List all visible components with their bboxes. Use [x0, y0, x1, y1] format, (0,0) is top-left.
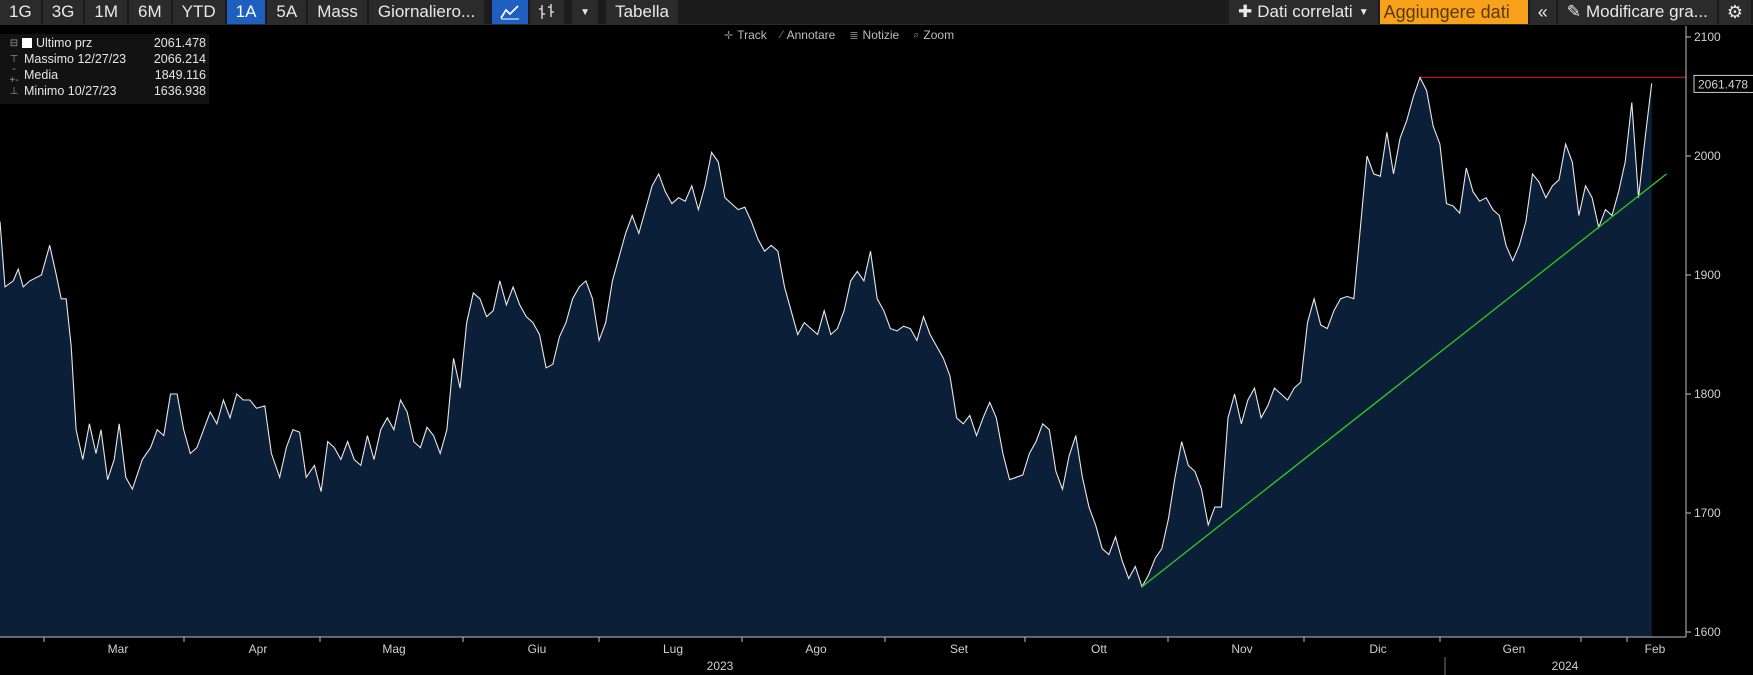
range-ytd-button[interactable]: YTD [172, 0, 225, 24]
legend-last-label: Ultimo prz [36, 36, 93, 50]
news-tool[interactable]: ≣ Notizie [849, 26, 899, 44]
news-icon: ≣ [849, 29, 859, 42]
chart-toolbar: 1G 3G 1M 6M YTD 1A 5A Mass Giornaliero..… [0, 0, 1753, 25]
trend-line[interactable] [1141, 173, 1667, 588]
add-data-button[interactable]: Aggiungere dati [1379, 0, 1528, 24]
last-price-badge-box [1693, 74, 1753, 93]
x-axis-month-label: Ago [805, 642, 827, 656]
y-axis-tick-label: 2000 [1694, 149, 1721, 163]
legend-low-label: Minimo 10/27/23 [24, 84, 117, 98]
range-3g-button[interactable]: 3G [42, 0, 84, 24]
chart-type-dropdown[interactable]: ▼ [572, 0, 599, 24]
y-axis-tick-label: 1800 [1694, 387, 1721, 401]
chart-legend: ⊟ Ultimo prz 2061.478 ⊤ Massimo 12/27/23… [0, 34, 209, 104]
legend-high-value: 2066.214 [153, 52, 206, 66]
chart-subtoolbar: ✛ Track ⁄ Annotare ≣ Notizie ⌕ Zoom [724, 26, 954, 44]
annotate-label: Annotare [786, 28, 836, 42]
low-marker-icon: ⊥ [9, 85, 19, 97]
high-marker-icon: ⊤ [9, 53, 19, 65]
line-draw-icon: ⁄ [780, 29, 783, 41]
x-axis-month-label: Apr [249, 642, 268, 656]
chevron-down-icon: ▼ [1358, 6, 1369, 18]
price-series-line [0, 76, 1653, 589]
related-data-dropdown[interactable]: ✚ Dati correlati ▼ [1229, 0, 1378, 24]
range-1m-button[interactable]: 1M [85, 0, 127, 24]
x-axis-month-label: Giu [528, 642, 547, 656]
x-axis-year-label: 2024 [1552, 659, 1579, 673]
average-marker-icon: -+- [9, 64, 19, 86]
x-axis-month-label: Dic [1369, 642, 1386, 656]
edit-chart-button[interactable]: ✎ Modificare gra... [1557, 0, 1717, 24]
x-axis-year-label: 2023 [707, 659, 734, 673]
y-axis-tick-label: 2100 [1694, 30, 1721, 44]
y-axis-tick-label: 1900 [1694, 268, 1721, 282]
candlestick-chart-icon[interactable] [530, 0, 565, 24]
legend-avg-value: 1849.116 [154, 68, 206, 82]
range-1g-button[interactable]: 1G [0, 0, 41, 24]
y-axis-tick-label: 1700 [1694, 506, 1721, 520]
edit-chart-label: Modificare gra... [1585, 2, 1708, 21]
zoom-label: Zoom [923, 28, 955, 42]
legend-avg-label: Media [24, 68, 59, 82]
x-axis-month-label: Ott [1091, 642, 1108, 656]
legend-high-label: Massimo 12/27/23 [24, 52, 127, 66]
chevron-down-icon: ▼ [580, 6, 591, 18]
x-axis-month-label: Gen [1503, 642, 1526, 656]
x-axis-month-label: Nov [1231, 642, 1252, 656]
legend-row-last[interactable]: ⊟ Ultimo prz 2061.478 [8, 35, 206, 51]
range-5a-button[interactable]: 5A [267, 0, 307, 24]
line-chart-icon[interactable] [492, 0, 529, 24]
frequency-dropdown[interactable]: Giornaliero... [368, 0, 485, 24]
legend-low-value: 1636.938 [153, 84, 206, 98]
toolbar-right: ✚ Dati correlati ▼ Aggiungere dati « ✎ M… [1229, 0, 1753, 24]
range-6m-button[interactable]: 6M [129, 0, 171, 24]
legend-row-high: ⊤ Massimo 12/27/23 2066.214 [8, 51, 206, 67]
x-axis-month-label: Feb [1645, 642, 1666, 656]
last-price-badge-text: 2061.478 [1698, 77, 1748, 91]
x-axis-month-label: Lug [663, 642, 683, 656]
collapse-icon[interactable]: « [1529, 0, 1556, 24]
toolbar-left: 1G 3G 1M 6M YTD 1A 5A Mass Giornaliero..… [0, 0, 680, 24]
news-label: Notizie [862, 28, 900, 42]
x-axis-month-label: Set [950, 642, 969, 656]
table-button[interactable]: Tabella [606, 0, 678, 24]
track-label: Track [737, 28, 767, 42]
x-axis-month-label: Mag [382, 642, 405, 656]
magnifier-icon: ⌕ [913, 28, 920, 41]
zoom-tool[interactable]: ⌕ Zoom [913, 26, 954, 44]
legend-last-value: 2061.478 [153, 36, 206, 50]
legend-row-avg: -+- Media 1849.116 [8, 64, 206, 86]
gear-icon[interactable]: ⚙ [1718, 0, 1751, 24]
related-data-label: Dati correlati [1257, 2, 1353, 21]
annotate-tool[interactable]: ⁄ Annotare [781, 26, 836, 44]
range-1a-button[interactable]: 1A [226, 0, 266, 24]
collapse-box-icon[interactable]: ⊟ [9, 37, 19, 49]
last-price-badge: 2061.478 [1693, 74, 1753, 93]
series-swatch [22, 38, 32, 48]
range-max-button[interactable]: Mass [308, 0, 367, 24]
x-axis-month-label: Mar [108, 642, 129, 656]
legend-row-low: ⊥ Minimo 10/27/23 1636.938 [8, 83, 206, 99]
plus-icon: ✚ [1238, 2, 1253, 21]
crosshair-icon: ✛ [724, 29, 734, 42]
y-axis-tick-label: 1600 [1694, 625, 1721, 639]
track-tool[interactable]: ✛ Track [724, 26, 767, 44]
pencil-icon: ✎ [1566, 2, 1581, 21]
price-area-fill [0, 77, 1652, 637]
